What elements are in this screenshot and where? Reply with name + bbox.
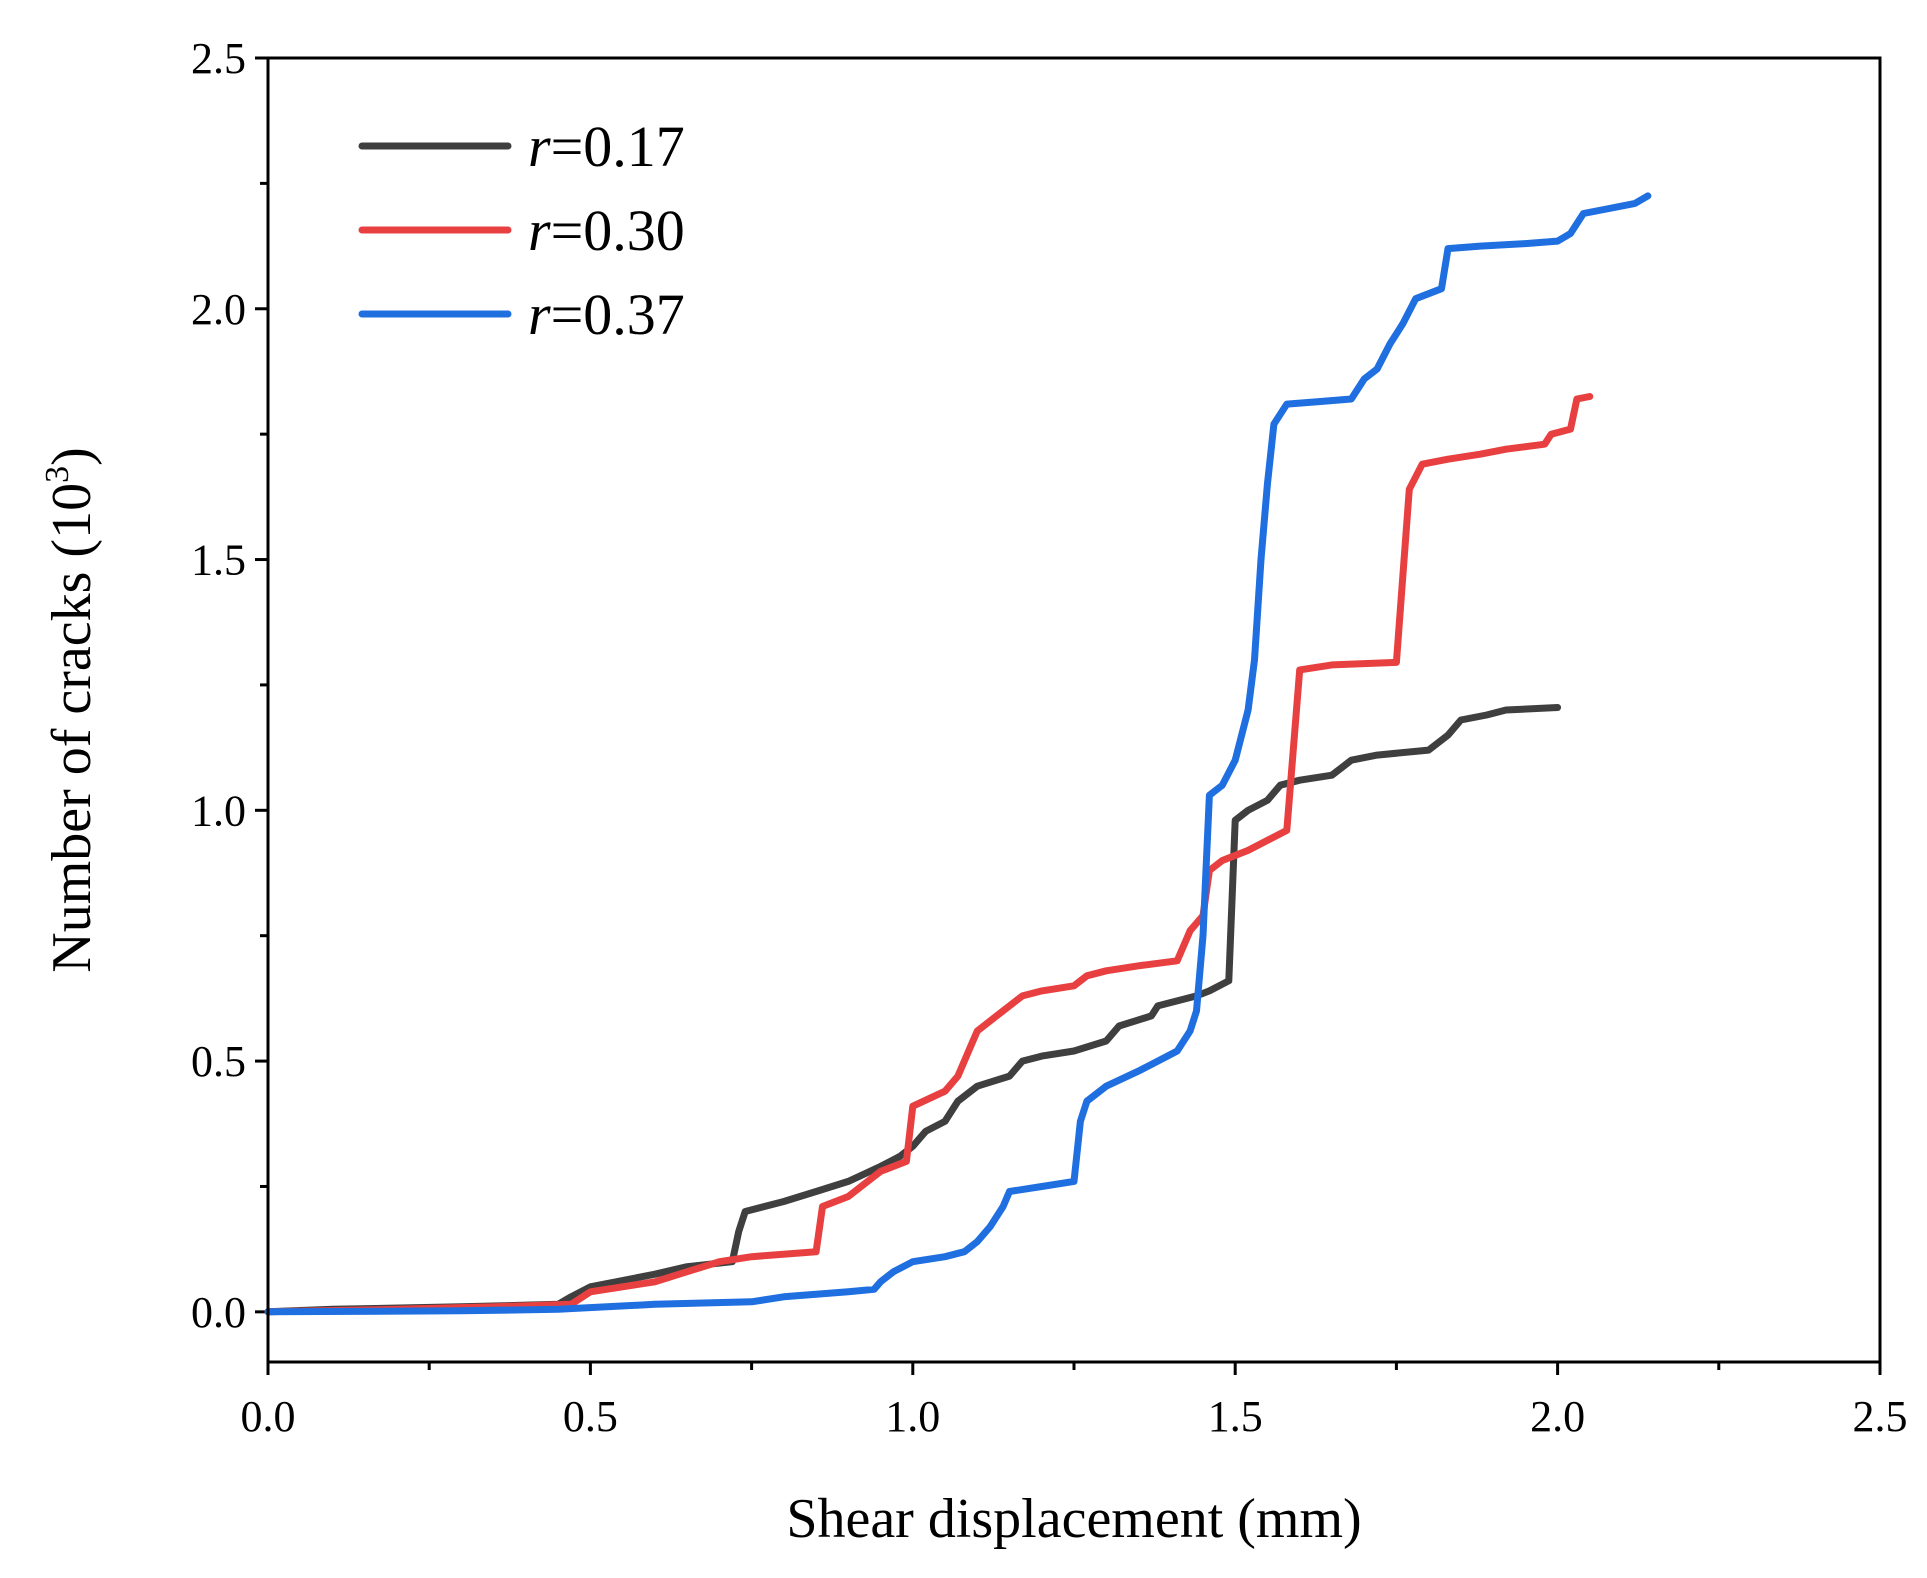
y-tick-label: 1.5 bbox=[191, 536, 246, 585]
y-axis-title: Number of cracks (103) bbox=[39, 447, 103, 972]
legend-label-variable: r bbox=[528, 114, 551, 179]
y-tick-label: 2.5 bbox=[191, 34, 246, 83]
series-lines bbox=[264, 192, 1652, 1316]
x-tick-label: 2.0 bbox=[1530, 1392, 1585, 1441]
y-tick-label: 2.0 bbox=[191, 285, 246, 334]
x-tick-label: 0.0 bbox=[241, 1392, 296, 1441]
legend: r=0.17r=0.30r=0.37 bbox=[358, 114, 685, 347]
y-axis-title-exponent: 3 bbox=[39, 466, 76, 483]
plot-area-frame bbox=[266, 56, 1882, 1364]
legend-label-value: =0.17 bbox=[551, 114, 685, 179]
series-line-r030 bbox=[264, 393, 1594, 1316]
series-line-r037 bbox=[264, 192, 1652, 1316]
x-tick-label: 0.5 bbox=[563, 1392, 618, 1441]
legend-label-variable: r bbox=[528, 282, 551, 347]
y-tick-label: 1.0 bbox=[191, 786, 246, 835]
x-tick-label: 1.5 bbox=[1208, 1392, 1263, 1441]
legend-label: r=0.37 bbox=[528, 282, 685, 347]
y-tick-label: 0.5 bbox=[191, 1037, 246, 1086]
legend-label-value: =0.30 bbox=[551, 198, 685, 263]
y-axis-title-main: Number of cracks (10 bbox=[41, 483, 103, 973]
x-axis-title: Shear displacement (mm) bbox=[786, 1488, 1361, 1550]
x-tick-label: 2.5 bbox=[1853, 1392, 1908, 1441]
legend-label: r=0.17 bbox=[528, 114, 685, 179]
legend-label-value: =0.37 bbox=[551, 282, 685, 347]
legend-label: r=0.30 bbox=[528, 198, 685, 263]
y-tick-label: 0.0 bbox=[191, 1288, 246, 1337]
legend-label-variable: r bbox=[528, 198, 551, 263]
x-tick-label: 1.0 bbox=[885, 1392, 940, 1441]
y-axis-title-close: ) bbox=[41, 447, 103, 466]
y-axis-ticks: 0.0 0.5 1.0 1.5 2.0 2.5 bbox=[191, 34, 268, 1337]
x-axis-ticks: 0.0 0.5 1.0 1.5 2.0 2.5 bbox=[241, 1362, 1908, 1441]
